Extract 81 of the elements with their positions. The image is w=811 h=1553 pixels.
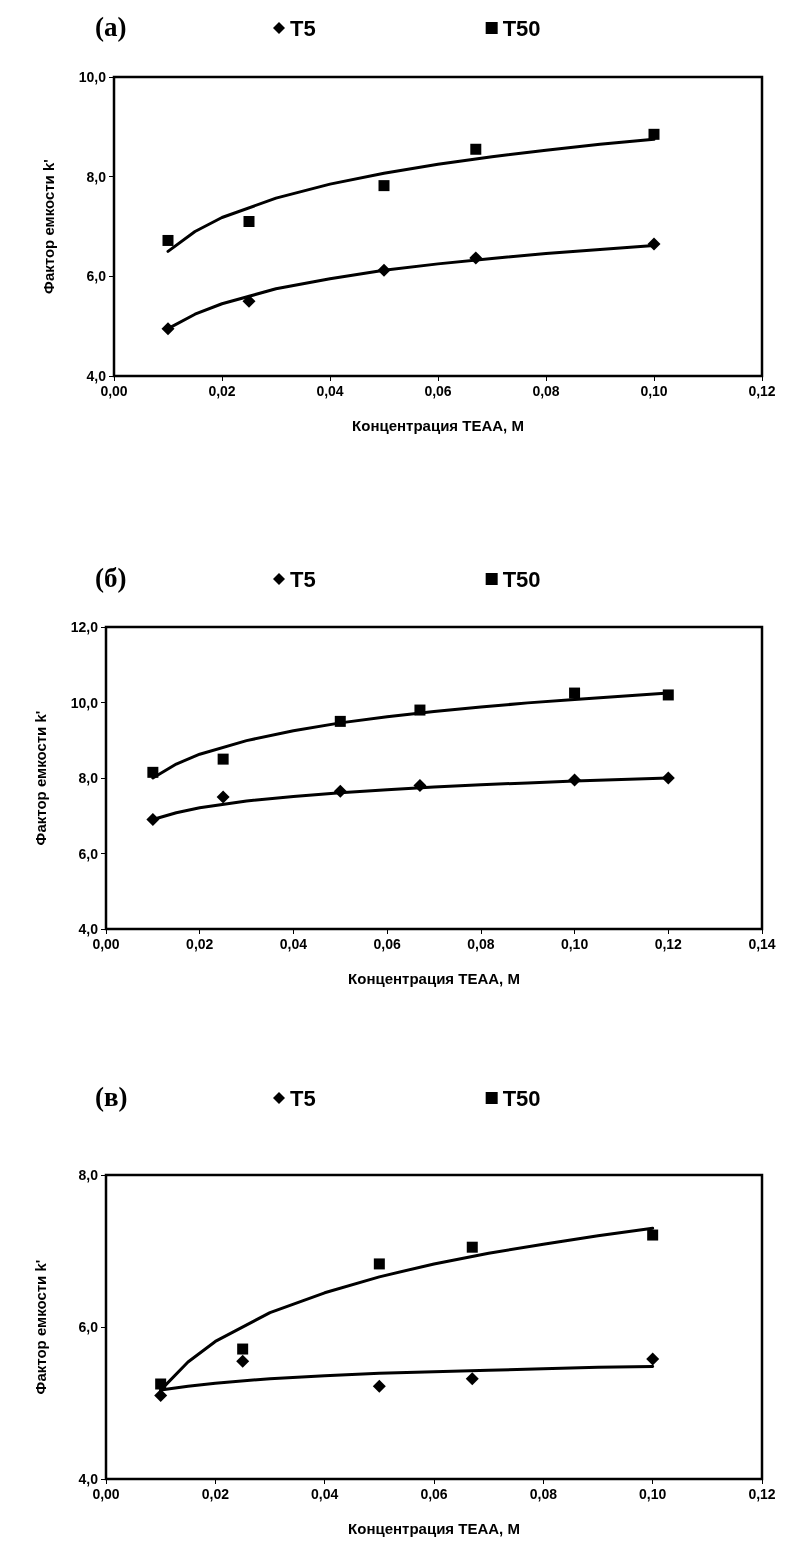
chart-title: (б)	[95, 562, 127, 593]
x-tick-label: 0,04	[311, 1486, 339, 1502]
x-tick-label: 0,00	[92, 936, 120, 952]
x-tick-label: 0,02	[208, 383, 236, 399]
x-tick-label: 0,06	[424, 383, 452, 399]
x-tick-label: 0,12	[748, 383, 776, 399]
x-tick-label: 0,10	[639, 1486, 667, 1502]
point	[377, 263, 391, 277]
x-tick-label: 0,06	[420, 1486, 448, 1502]
point	[661, 771, 675, 785]
x-tick-label: 0,12	[654, 936, 683, 952]
point	[147, 766, 159, 778]
y-tick-label: 6,0	[86, 268, 107, 285]
point	[470, 143, 482, 155]
x-tick-label: 0,04	[316, 383, 344, 399]
point	[242, 294, 256, 308]
point	[662, 689, 674, 701]
y-tick-label: 4,0	[86, 368, 107, 384]
point	[333, 784, 347, 798]
point	[216, 790, 230, 804]
y-axis-title: Фактор емкости k'	[32, 1259, 49, 1395]
point	[466, 1241, 478, 1253]
point	[217, 753, 229, 765]
point	[236, 1354, 250, 1368]
y-tick-label: 10,0	[70, 694, 99, 711]
legend-label: T50	[502, 15, 541, 41]
point	[237, 1343, 249, 1355]
y-tick-label: 8,0	[78, 770, 99, 786]
point	[161, 322, 175, 336]
point	[155, 1378, 167, 1390]
x-tick-label: 0,08	[467, 936, 495, 952]
y-tick-label: 8,0	[78, 1167, 99, 1183]
y-tick-label: 4,0	[78, 921, 99, 937]
point	[154, 1388, 168, 1402]
x-tick-label: 0,14	[748, 936, 776, 952]
y-axis-title: Фактор емкости k'	[32, 710, 49, 846]
y-tick-label: 8,0	[86, 168, 107, 185]
x-axis-title: Концентрация ТЕАА, М	[352, 417, 524, 434]
y-tick-label: 6,0	[78, 845, 99, 862]
x-tick-label: 0,02	[201, 1486, 230, 1502]
x-axis-title: Концентрация ТЕАА, М	[348, 970, 520, 987]
legend-label: T50	[502, 566, 541, 592]
point	[469, 251, 483, 265]
y-tick-label: 4,0	[78, 1471, 99, 1487]
point	[568, 773, 582, 787]
x-tick-label: 0,00	[100, 383, 128, 399]
x-tick-label: 0,02	[186, 936, 214, 952]
point	[648, 128, 660, 140]
chart-title: (a)	[95, 11, 127, 42]
point	[465, 1372, 479, 1386]
x-tick-label: 0,06	[373, 936, 401, 952]
point	[413, 779, 427, 793]
y-tick-label: 10,0	[78, 69, 107, 85]
point	[646, 1352, 660, 1366]
y-axis-title: Фактор емкости k'	[40, 159, 57, 294]
y-tick-label: 6,0	[78, 1319, 99, 1335]
x-tick-label: 0,08	[532, 383, 560, 399]
x-tick-label: 0,08	[529, 1486, 558, 1502]
point	[146, 813, 160, 827]
y-tick-label: 12,0	[70, 619, 99, 635]
legend-label: T5	[290, 15, 316, 41]
point	[647, 237, 661, 251]
point	[372, 1379, 386, 1393]
legend-label: T5	[290, 1085, 316, 1111]
point	[373, 1258, 385, 1270]
point	[378, 180, 390, 192]
point	[569, 687, 581, 699]
point	[334, 715, 346, 727]
x-tick-label: 0,00	[92, 1486, 120, 1502]
chart-title: (в)	[95, 1081, 128, 1112]
x-axis-title: Концентрация ТЕАА, М	[348, 1520, 520, 1537]
point	[243, 216, 255, 228]
x-tick-label: 0,10	[560, 936, 589, 952]
point	[162, 234, 174, 246]
x-tick-label: 0,04	[279, 936, 308, 952]
x-tick-label: 0,12	[748, 1486, 776, 1502]
legend-label: T5	[290, 566, 316, 592]
legend-label: T50	[502, 1085, 541, 1111]
x-tick-label: 0,10	[640, 383, 668, 399]
point	[414, 704, 426, 716]
point	[647, 1229, 659, 1241]
